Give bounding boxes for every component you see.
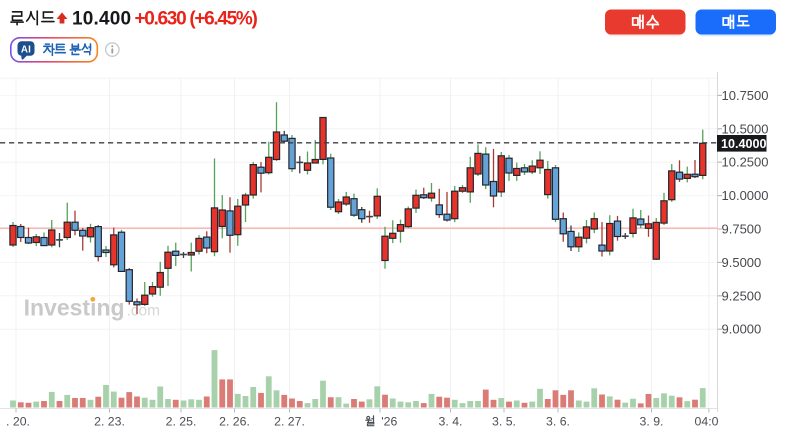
svg-text:10.7500: 10.7500 <box>722 88 769 103</box>
svg-text:2. 27.: 2. 27. <box>274 414 305 428</box>
svg-text:04:0: 04:0 <box>695 414 719 428</box>
svg-text:9.7500: 9.7500 <box>722 222 762 237</box>
svg-text:2. 26.: 2. 26. <box>219 414 250 428</box>
svg-text:10.2500: 10.2500 <box>722 155 769 170</box>
svg-text:Investing: Investing <box>24 295 125 321</box>
svg-text:9.0000: 9.0000 <box>722 322 762 337</box>
svg-text:2. 25.: 2. 25. <box>166 414 197 428</box>
svg-text:AI: AI <box>21 45 31 56</box>
svg-text:9.2500: 9.2500 <box>722 288 762 303</box>
svg-text:10.0000: 10.0000 <box>722 188 769 203</box>
svg-text:9.5000: 9.5000 <box>722 255 762 270</box>
svg-text:. 20.: . 20. <box>6 414 30 428</box>
svg-text:3. 9.: 3. 9. <box>640 414 664 428</box>
svg-text:'26: '26 <box>381 414 397 428</box>
svg-text:3. 6.: 3. 6. <box>546 414 570 428</box>
svg-text:3. 4.: 3. 4. <box>439 414 463 428</box>
svg-text:+0.630 (+6.45%): +0.630 (+6.45%) <box>135 9 258 30</box>
svg-text:.com: .com <box>127 303 161 320</box>
svg-text:10.5000: 10.5000 <box>722 121 769 136</box>
svg-text:3. 5.: 3. 5. <box>492 414 516 428</box>
svg-text:10.4000: 10.4000 <box>721 137 767 151</box>
svg-text:10.400: 10.400 <box>72 9 131 30</box>
svg-text:2. 23.: 2. 23. <box>94 414 125 428</box>
